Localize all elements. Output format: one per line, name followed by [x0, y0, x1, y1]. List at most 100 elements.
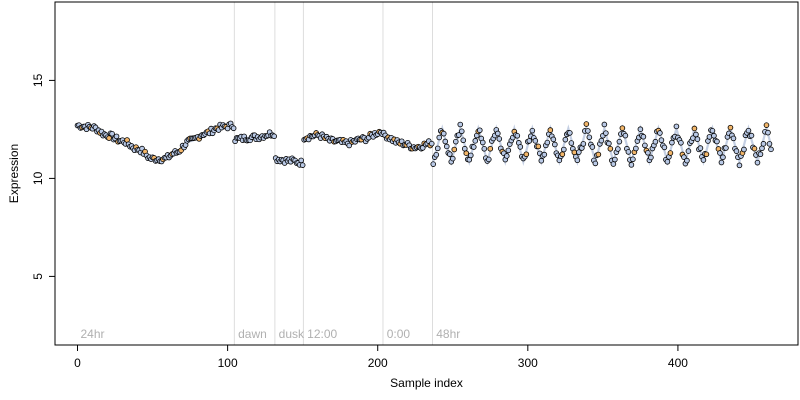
- x-tick-label: 200: [368, 356, 388, 370]
- x-tick-label: 0: [74, 356, 81, 370]
- data-point: [703, 151, 710, 158]
- data-point: [503, 153, 510, 159]
- data-point: [718, 159, 725, 166]
- data-point: [585, 128, 591, 134]
- data-point: [567, 130, 573, 136]
- data-point: [580, 141, 587, 147]
- data-point: [550, 136, 557, 143]
- data-point: [523, 151, 530, 158]
- data-point: [607, 146, 614, 152]
- x-axis: 0 100 200 300 400: [74, 345, 688, 370]
- data-point: [440, 130, 447, 137]
- data-point: [586, 134, 593, 141]
- data-point: [606, 140, 612, 147]
- data-point: [727, 124, 734, 131]
- data-point: [642, 142, 648, 149]
- data-point: [706, 134, 713, 140]
- data-point: [106, 135, 112, 141]
- data-point: [487, 145, 494, 152]
- data-point: [428, 140, 435, 147]
- data-point: [529, 127, 536, 134]
- data-point: [494, 130, 501, 137]
- data-point: [446, 151, 453, 157]
- data-point: [648, 154, 654, 161]
- data-point: [505, 147, 512, 154]
- data-point: [748, 132, 755, 139]
- data-point: [485, 156, 492, 163]
- data-point: [472, 138, 479, 144]
- data-point: [601, 121, 608, 128]
- data-point: [736, 162, 743, 169]
- data-point: [730, 135, 737, 142]
- data-point: [514, 133, 521, 139]
- data-point: [652, 138, 659, 145]
- data-point: [694, 136, 701, 142]
- data-point: [645, 149, 651, 156]
- data-point: [633, 145, 639, 152]
- data-point: [714, 138, 720, 145]
- data-point: [691, 125, 698, 132]
- phase-dividers: [233, 2, 434, 345]
- data-point: [455, 132, 462, 138]
- data-point: [616, 138, 623, 145]
- phase-label: 48hr: [436, 327, 460, 341]
- data-point: [568, 140, 575, 146]
- data-point: [681, 154, 687, 160]
- data-point: [457, 121, 464, 128]
- data-point: [720, 154, 726, 161]
- phase-label: dusk: [279, 327, 305, 341]
- y-axis-label: Expression: [7, 144, 21, 203]
- data-point: [598, 137, 605, 144]
- data-point: [298, 157, 304, 164]
- data-point: [603, 130, 609, 136]
- data-point: [640, 133, 647, 140]
- y-tick-label: 15: [31, 73, 45, 87]
- data-point: [759, 145, 765, 152]
- data-point: [622, 132, 629, 139]
- data-point: [538, 157, 545, 164]
- data-point: [757, 151, 764, 158]
- data-point: [709, 128, 716, 134]
- data-point: [433, 151, 440, 158]
- data-point: [678, 140, 684, 146]
- data-point: [595, 151, 602, 158]
- data-point: [697, 145, 704, 151]
- data-point: [442, 138, 449, 145]
- data-point: [760, 141, 767, 147]
- data-point: [434, 145, 441, 152]
- x-tick-label: 300: [518, 356, 538, 370]
- data-point: [673, 123, 680, 130]
- data-point: [754, 159, 761, 166]
- data-point: [661, 144, 668, 151]
- data-point: [766, 141, 773, 147]
- data-point: [615, 146, 621, 152]
- data-point: [693, 131, 699, 138]
- data-point: [443, 143, 450, 150]
- data-point: [745, 127, 752, 134]
- data-point: [711, 132, 717, 139]
- plot-frame: [54, 1, 799, 346]
- data-point: [637, 126, 644, 132]
- data-point: [628, 162, 635, 168]
- data-point: [481, 146, 488, 152]
- data-point: [669, 139, 675, 146]
- data-point: [552, 141, 558, 148]
- data-point: [452, 138, 459, 145]
- data-point: [768, 146, 774, 153]
- data-point: [476, 127, 483, 134]
- data-point: [562, 136, 569, 143]
- data-point: [574, 157, 581, 164]
- phase-label: dawn: [238, 327, 267, 341]
- data-point: [619, 125, 626, 131]
- data-point: [630, 156, 636, 163]
- data-point: [271, 133, 277, 140]
- data-point: [299, 162, 306, 168]
- data-point: [463, 150, 470, 156]
- data-point: [561, 146, 567, 153]
- data-point: [657, 130, 663, 136]
- data-point: [751, 145, 758, 152]
- data-point: [685, 148, 692, 154]
- y-tick-label: 5: [31, 273, 45, 280]
